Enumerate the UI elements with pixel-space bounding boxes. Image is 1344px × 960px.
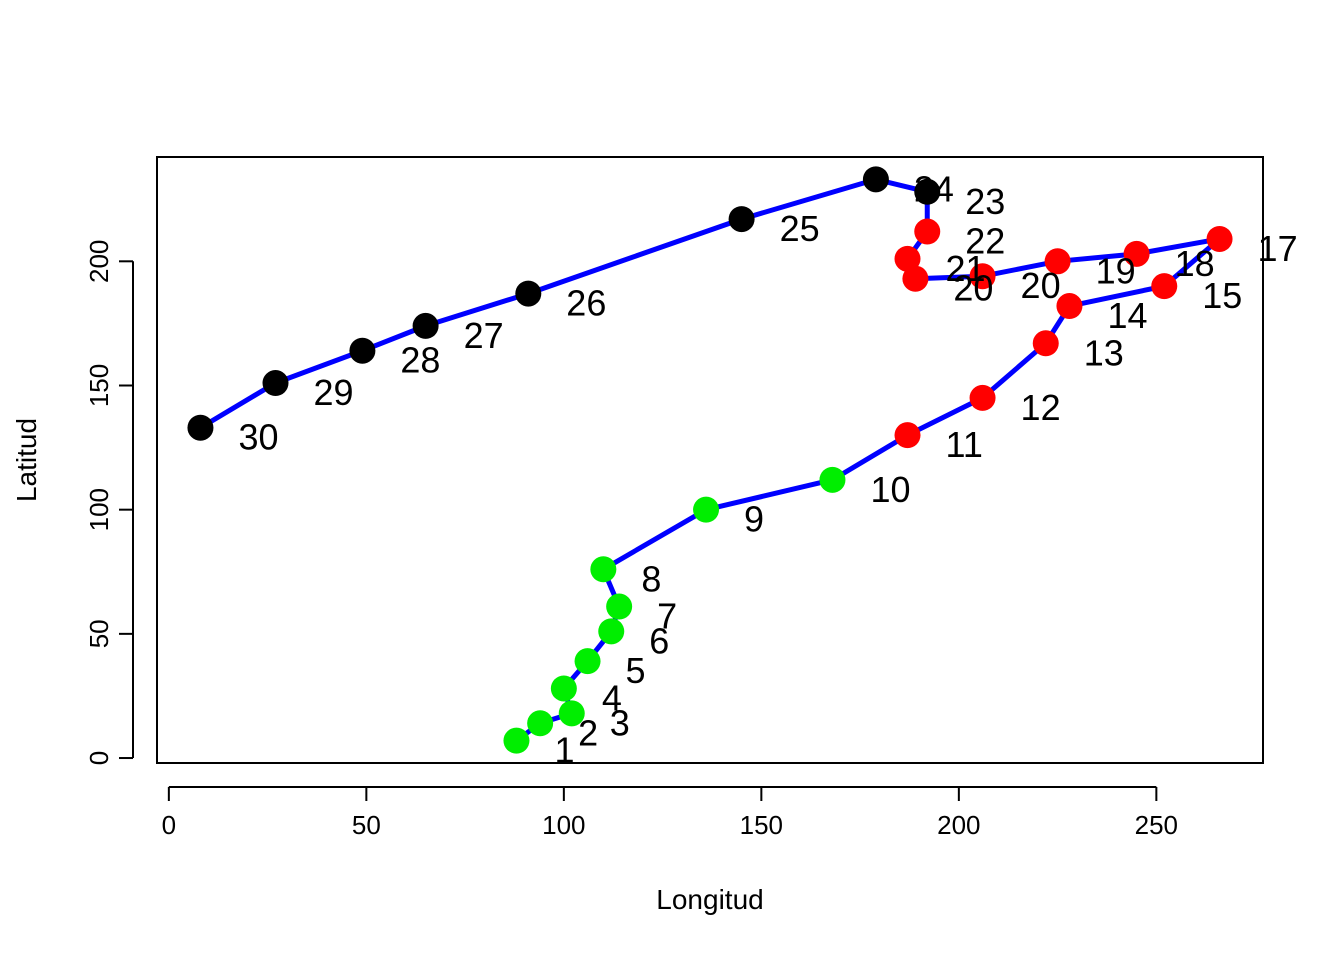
y-axis: 0 50 100 150 200 bbox=[84, 240, 134, 765]
data-point bbox=[728, 206, 755, 233]
data-point bbox=[1032, 330, 1059, 357]
point-label: 17 bbox=[1258, 228, 1298, 269]
point-label: 18 bbox=[1175, 243, 1215, 284]
point-label: 22 bbox=[965, 221, 1005, 262]
data-point bbox=[606, 593, 633, 620]
point-label: 30 bbox=[238, 417, 278, 458]
data-point bbox=[1151, 273, 1178, 300]
y-tick-label: 100 bbox=[84, 488, 114, 531]
point-label: 10 bbox=[870, 469, 910, 510]
plot-frame bbox=[156, 156, 1264, 764]
point-label: 23 bbox=[965, 181, 1005, 222]
data-point bbox=[1044, 248, 1071, 275]
point-label: 12 bbox=[1021, 387, 1061, 428]
point-label: 27 bbox=[464, 315, 504, 356]
x-axis: 0 50 100 150 200 250 bbox=[162, 786, 1178, 840]
x-tick-label: 100 bbox=[542, 810, 585, 840]
data-point bbox=[187, 414, 214, 441]
point-label: 4 bbox=[602, 677, 622, 718]
point-label: 19 bbox=[1096, 250, 1136, 291]
data-point bbox=[590, 556, 617, 583]
y-tick-label: 150 bbox=[84, 364, 114, 407]
data-point bbox=[914, 218, 941, 245]
data-point bbox=[862, 166, 889, 193]
y-tick-label: 50 bbox=[84, 619, 114, 648]
point-label: 6 bbox=[649, 620, 669, 661]
data-point bbox=[412, 312, 439, 339]
x-tick-label: 50 bbox=[352, 810, 381, 840]
data-point bbox=[558, 700, 585, 727]
data-point bbox=[894, 245, 921, 272]
point-label: 21 bbox=[946, 248, 986, 289]
point-label: 8 bbox=[641, 558, 661, 599]
y-tick-label: 0 bbox=[84, 751, 114, 765]
data-point bbox=[902, 265, 929, 292]
data-point bbox=[515, 280, 542, 307]
x-tick-label: 150 bbox=[740, 810, 783, 840]
point-label: 7 bbox=[657, 596, 677, 637]
data-point bbox=[574, 648, 601, 675]
x-axis-title: Longitud bbox=[656, 884, 763, 915]
point-label: 26 bbox=[566, 283, 606, 324]
point-label: 20 bbox=[1021, 265, 1061, 306]
data-point bbox=[349, 337, 376, 364]
point-label: 29 bbox=[314, 372, 354, 413]
data-point bbox=[598, 618, 625, 645]
data-point bbox=[503, 727, 530, 754]
data-point bbox=[550, 675, 577, 702]
data-point bbox=[819, 466, 846, 493]
point-label: 13 bbox=[1084, 332, 1124, 373]
y-axis-title: Latitud bbox=[11, 418, 42, 502]
data-point bbox=[527, 710, 554, 737]
data-point bbox=[693, 496, 720, 523]
x-tick-label: 200 bbox=[937, 810, 980, 840]
point-label: 25 bbox=[780, 208, 820, 249]
point-label: 5 bbox=[626, 650, 646, 691]
point-label: 3 bbox=[610, 702, 630, 743]
point-label: 2 bbox=[578, 712, 598, 753]
x-tick-label: 0 bbox=[162, 810, 176, 840]
point-label: 28 bbox=[400, 340, 440, 381]
points-group bbox=[187, 166, 1233, 754]
data-point bbox=[1056, 293, 1083, 320]
data-point bbox=[1123, 240, 1150, 267]
point-label: 24 bbox=[914, 168, 954, 209]
x-tick-label: 250 bbox=[1135, 810, 1178, 840]
point-label: 1 bbox=[554, 730, 574, 771]
point-label: 15 bbox=[1202, 275, 1242, 316]
data-point bbox=[969, 384, 996, 411]
data-point bbox=[914, 178, 941, 205]
data-point bbox=[894, 422, 921, 449]
point-label: 11 bbox=[946, 424, 983, 465]
data-point bbox=[1206, 225, 1233, 252]
point-label: 20 bbox=[953, 268, 993, 309]
data-point bbox=[262, 370, 289, 397]
point-label: 9 bbox=[744, 499, 764, 540]
y-tick-label: 200 bbox=[84, 240, 114, 283]
point-label: 14 bbox=[1107, 295, 1147, 336]
data-point bbox=[969, 263, 996, 290]
